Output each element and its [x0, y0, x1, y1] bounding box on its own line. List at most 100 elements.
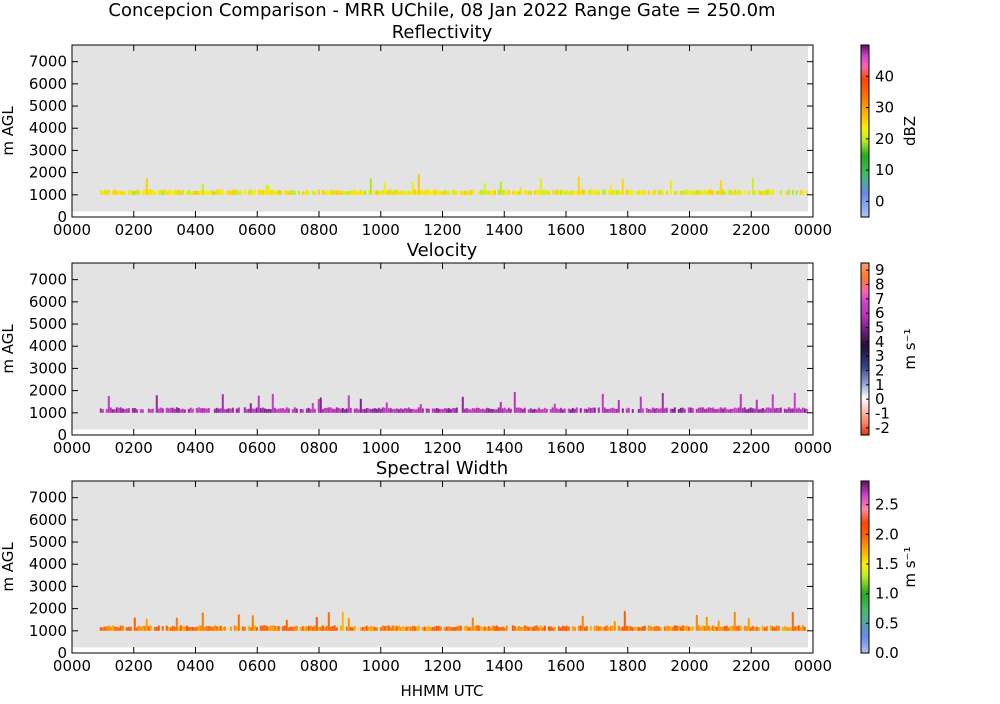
- data-cell: [795, 408, 798, 413]
- data-cell: [241, 626, 244, 631]
- data-cell: [589, 189, 592, 195]
- data-cell: [733, 189, 736, 195]
- panel-velocity: 0000 0200 0400 0600 0800 1000 1200 1400 1600 1800…: [0, 240, 919, 457]
- colorbar-segment: [861, 483, 869, 488]
- colorbar-segment: [861, 406, 869, 410]
- data-cell: [127, 626, 130, 631]
- data-cell: [547, 626, 550, 631]
- data-cell: [699, 627, 702, 631]
- data-cell: [585, 409, 588, 413]
- data-cell: [629, 626, 632, 631]
- colorbar-segment: [861, 265, 869, 270]
- data-cell: [221, 190, 224, 195]
- data-cell: [253, 408, 256, 413]
- data-cell: [753, 408, 756, 413]
- data-cell: [267, 408, 270, 413]
- data-cell: [609, 408, 612, 413]
- data-cell: [379, 190, 382, 195]
- data-cell: [389, 408, 392, 413]
- data-cell: [745, 626, 748, 631]
- data-cell: [397, 409, 400, 413]
- data-cell: [305, 408, 308, 413]
- data-cell: [713, 408, 716, 413]
- data-cell: [449, 627, 452, 631]
- colorbar-segment: [861, 194, 869, 198]
- data-cell: [567, 408, 570, 413]
- data-cell: [217, 408, 220, 413]
- data-cell: [691, 626, 694, 631]
- data-cell: [605, 625, 608, 631]
- data-cell: [277, 408, 280, 413]
- colorbar-segment: [861, 394, 869, 399]
- data-cell: [287, 408, 290, 413]
- data-cell: [167, 626, 170, 631]
- data-cell: [491, 625, 494, 631]
- colorbar-segment: [861, 274, 869, 278]
- data-cell: [265, 409, 268, 413]
- data-cell: [579, 625, 582, 631]
- data-cell: [621, 179, 624, 195]
- data-cell: [127, 189, 130, 195]
- data-cell: [431, 627, 434, 631]
- colorbar-segment: [861, 303, 869, 307]
- data-cell: [143, 625, 146, 631]
- data-cell: [309, 409, 312, 413]
- data-cell: [761, 190, 764, 195]
- colorbar-segment: [861, 630, 869, 634]
- panel-title: Spectral Width: [376, 458, 508, 479]
- data-cell: [663, 626, 666, 631]
- data-cell: [611, 407, 614, 413]
- data-cell: [657, 190, 660, 195]
- data-cell: [631, 409, 634, 413]
- data-cell: [683, 626, 686, 631]
- data-cell: [513, 392, 516, 413]
- data-cell: [371, 626, 374, 631]
- colorbar-tick-label: 9: [875, 261, 885, 279]
- data-cell: [251, 190, 254, 195]
- data-cell: [465, 408, 468, 413]
- colorbar-segment: [861, 179, 869, 184]
- data-cell: [113, 409, 116, 413]
- data-cell: [519, 626, 522, 631]
- data-cell: [593, 625, 596, 631]
- colorbar-segment: [861, 306, 869, 310]
- data-cell: [775, 625, 778, 631]
- data-cell: [215, 407, 218, 413]
- data-cell: [739, 625, 742, 631]
- data-cell: [317, 627, 320, 631]
- x-tick-label: 1400: [485, 657, 523, 675]
- colorbar-segment: [861, 515, 869, 519]
- data-cell: [245, 409, 248, 413]
- data-cell: [759, 408, 762, 413]
- data-cell: [291, 409, 294, 413]
- data-cell: [105, 190, 108, 195]
- data-cell: [367, 408, 370, 413]
- data-cell: [617, 189, 620, 195]
- data-cell: [321, 189, 324, 195]
- data-cell: [321, 625, 324, 631]
- data-cell: [339, 191, 342, 195]
- x-tick-label: 1400: [485, 439, 523, 457]
- colorbar-segment: [861, 331, 869, 336]
- data-cell: [135, 627, 138, 631]
- data-cell: [641, 408, 644, 413]
- x-tick-label: 2200: [732, 657, 770, 675]
- data-cell: [483, 183, 486, 195]
- colorbar-tick-label: 1.0: [875, 585, 899, 603]
- data-cell: [247, 625, 250, 631]
- y-tick-label: 1000: [29, 186, 67, 204]
- data-cell: [461, 190, 464, 195]
- data-cell: [383, 182, 386, 195]
- data-cell: [313, 625, 316, 631]
- data-cell: [647, 190, 650, 195]
- data-cell: [723, 191, 726, 195]
- data-cell: [233, 625, 236, 631]
- data-cell: [121, 408, 124, 413]
- data-cell: [649, 626, 652, 631]
- data-cell: [363, 190, 366, 195]
- data-cell: [789, 408, 792, 413]
- colorbar-segment: [861, 581, 869, 585]
- data-cell: [641, 189, 644, 195]
- data-cell: [755, 399, 758, 413]
- data-cell: [263, 408, 266, 413]
